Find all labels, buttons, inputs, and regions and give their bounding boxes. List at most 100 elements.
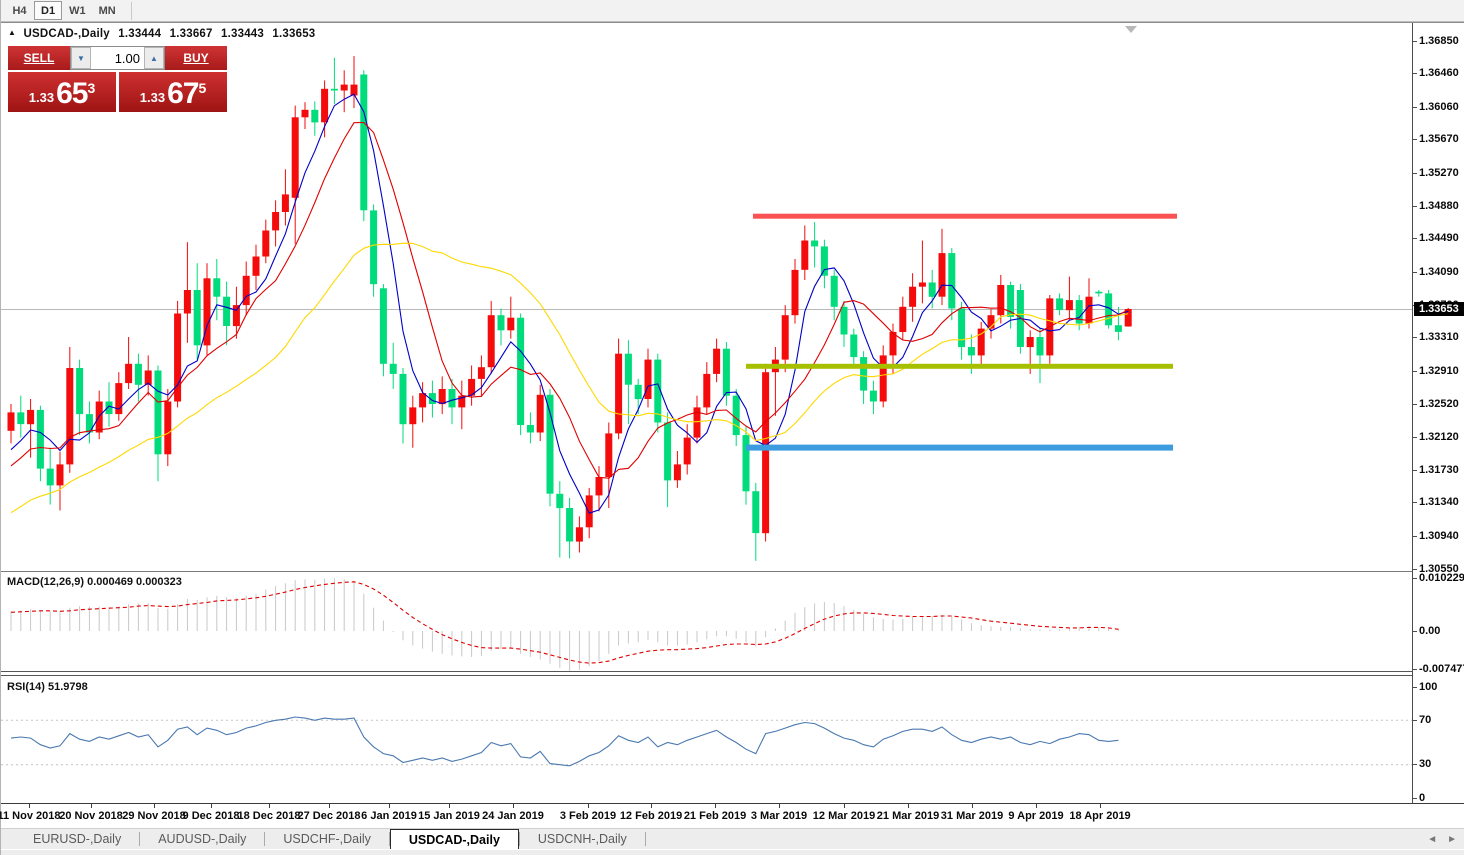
rsi-line xyxy=(10,716,1119,767)
macd-bar xyxy=(765,631,767,638)
candle xyxy=(507,317,515,331)
buy-price-sup: 5 xyxy=(198,80,207,96)
sell-price-small: 1.33 xyxy=(28,90,55,105)
candle xyxy=(242,275,250,306)
resistance-red[interactable] xyxy=(753,213,1177,219)
axis-tick-mark xyxy=(1413,173,1417,174)
macd-bar xyxy=(1088,626,1090,631)
panel-separator[interactable] xyxy=(1,675,1412,676)
candle xyxy=(281,194,289,212)
candle-wick xyxy=(1039,328,1041,384)
price-axis[interactable]: 1.36850 1.36460 1.36060 1.35670 1.35270 1.348… xyxy=(1412,23,1464,804)
macd-bar xyxy=(88,606,90,631)
volume-spinner: ▼ ▲ xyxy=(70,46,165,70)
candle xyxy=(134,363,142,385)
macd-signal-line xyxy=(10,581,1119,664)
symbol-tab-usdchf[interactable]: USDCHF-,Daily xyxy=(283,832,371,846)
candle xyxy=(448,389,456,408)
timeframe-button-d1[interactable]: D1 xyxy=(34,1,63,20)
axis-tick-mark xyxy=(1413,798,1417,799)
symbol-tab-usdcad[interactable]: USDCAD-,Daily xyxy=(389,829,519,849)
macd-bar xyxy=(471,631,473,657)
candle xyxy=(105,401,113,415)
candle-wick xyxy=(559,481,561,558)
candle xyxy=(76,368,84,415)
axis-tick-mark xyxy=(1413,569,1417,570)
macd-bar xyxy=(569,631,571,671)
panel-separator[interactable] xyxy=(1,671,1412,672)
rsi-axis-label: 0 xyxy=(1419,792,1426,804)
candle xyxy=(624,353,632,385)
candle xyxy=(585,495,593,528)
macd-bar xyxy=(10,611,12,631)
panel-separator[interactable] xyxy=(1,571,1412,572)
collapse-triangle-icon[interactable]: ▲ xyxy=(8,28,17,37)
tab-separator xyxy=(264,832,266,846)
tab-scroll-right-icon[interactable]: ► xyxy=(1447,833,1457,845)
sell-price-display[interactable]: 1.33 65 3 xyxy=(8,72,116,112)
candle xyxy=(379,288,387,364)
symbol-tab-eurusd[interactable]: EURUSD-,Daily xyxy=(33,832,122,846)
macd-bar xyxy=(970,623,972,631)
candle xyxy=(252,256,260,276)
candle xyxy=(1105,293,1113,326)
buy-price-display[interactable]: 1.33 67 5 xyxy=(119,72,227,112)
timeframe-button-mn[interactable]: MN xyxy=(98,4,116,17)
macd-bar xyxy=(627,631,629,644)
chart-shift-marker-icon[interactable] xyxy=(1125,26,1137,33)
symbol-tab-usdcnh[interactable]: USDCNH-,Daily xyxy=(537,832,627,846)
timeframe-button-w1[interactable]: W1 xyxy=(69,4,86,17)
symbol-tab-bar: EURUSD-,Daily AUDUSD-,Daily USDCHF-,Daily U… xyxy=(1,828,1464,849)
candle xyxy=(164,401,172,455)
price-axis-label: 1.30940 xyxy=(1419,530,1459,542)
quote-close: 1.33653 xyxy=(272,28,316,40)
date-axis[interactable]: 11 Nov 2018 20 Nov 2018 29 Nov 2018 9 Dec 2… xyxy=(0,803,1464,829)
price-axis-label: 1.31730 xyxy=(1419,464,1459,476)
timeframe-button-h4[interactable]: H4 xyxy=(12,4,27,17)
candle xyxy=(1007,285,1015,317)
candle xyxy=(830,275,838,307)
symbol-tab-audusd[interactable]: AUDUSD-,Daily xyxy=(158,832,247,846)
macd-bar xyxy=(804,607,806,631)
axis-tick-mark xyxy=(1413,337,1417,338)
candle xyxy=(722,348,730,396)
candle xyxy=(644,359,652,399)
volume-increase-button[interactable]: ▲ xyxy=(144,47,164,69)
price-axis-label: 1.36850 xyxy=(1419,35,1459,47)
price-axis-label: 1.34490 xyxy=(1419,232,1459,244)
price-chart-canvas[interactable] xyxy=(1,23,1412,803)
volume-decrease-button[interactable]: ▼ xyxy=(71,47,91,69)
date-axis-label: 27 Dec 2018 xyxy=(297,810,361,822)
macd-bar xyxy=(226,597,228,631)
macd-bar xyxy=(245,595,247,631)
candle xyxy=(360,74,368,211)
timeframe-buttons: H4 D1 W1 MN xyxy=(6,1,123,20)
macd-bar xyxy=(725,631,727,637)
macd-bar xyxy=(1078,626,1080,631)
macd-bar xyxy=(382,620,384,631)
macd-bar xyxy=(912,617,914,631)
macd-bar xyxy=(559,631,561,668)
date-axis-label: 31 Mar 2019 xyxy=(940,810,1004,822)
candle xyxy=(66,368,74,465)
candle-wick xyxy=(921,240,923,304)
macd-bar xyxy=(784,620,786,631)
buy-button[interactable]: BUY xyxy=(165,46,227,70)
tab-scroll-left-icon[interactable]: ◄ xyxy=(1427,833,1438,845)
sell-button[interactable]: SELL xyxy=(8,46,70,70)
ma-line-mid xyxy=(10,121,1129,479)
support-olive[interactable] xyxy=(746,363,1173,369)
candle xyxy=(330,88,338,91)
volume-input[interactable] xyxy=(91,47,144,69)
candle xyxy=(487,315,495,368)
macd-bar xyxy=(882,619,884,631)
current-price-tag: 1.33653 xyxy=(1414,302,1464,316)
macd-bar xyxy=(892,619,894,631)
macd-bar xyxy=(667,631,669,646)
axis-tick-mark xyxy=(1413,470,1417,471)
macd-bar xyxy=(324,578,326,631)
date-axis-label: 29 Nov 2018 xyxy=(122,810,186,822)
macd-bar xyxy=(1068,628,1070,631)
candle xyxy=(223,296,231,326)
support-blue[interactable] xyxy=(746,444,1173,451)
